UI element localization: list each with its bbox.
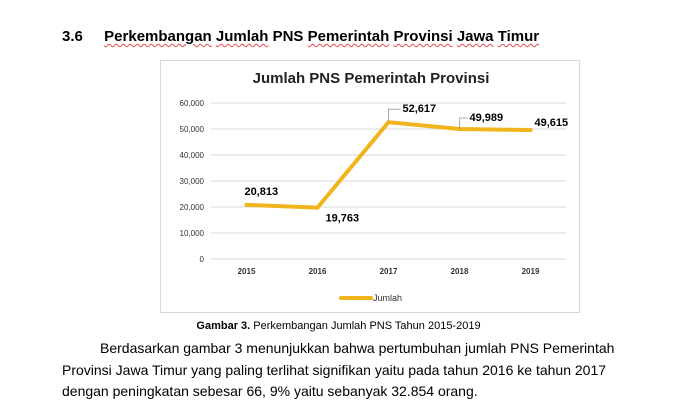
paragraph-text: Berdasarkan gambar 3 menunjukkan bahwa p…: [100, 340, 615, 356]
data-point: [528, 128, 533, 133]
data-label: 20,813: [245, 186, 279, 198]
data-label-leader: [459, 117, 468, 130]
x-tick-label: 2019: [522, 267, 540, 276]
paragraph-line-2: Provinsi Jawa Timur yang paling terlihat…: [62, 361, 607, 378]
figure-caption: Gambar 3. Perkembangan Jumlah PNS Tahun …: [0, 320, 677, 332]
y-tick-label: 0: [200, 255, 205, 264]
heading-word: Timur: [497, 28, 540, 45]
legend-label: Jumlah: [373, 293, 402, 303]
data-label: 19,763: [326, 213, 360, 225]
chart-title: Jumlah PNS Pemerintah Provinsi: [253, 70, 490, 87]
data-label: 49,989: [470, 112, 504, 124]
line-chart: Jumlah PNS Pemerintah Provinsi 0 10,000 20,…: [180, 70, 569, 303]
heading-word: Jawa: [456, 28, 494, 45]
paragraph-line-3: dengan peningkatan sebesar 66, 9% yaitu …: [62, 383, 478, 399]
y-tick-label: 10,000: [180, 229, 205, 238]
x-tick-label: 2018: [451, 267, 469, 276]
y-tick-label: 20,000: [180, 203, 205, 212]
series-line-jumlah: [244, 120, 533, 210]
paragraph-line-1: Berdasarkan gambar 3 menunjukkan bahwa p…: [62, 338, 642, 360]
data-label: 52,617: [403, 103, 437, 115]
x-tick-label: 2015: [238, 267, 256, 276]
x-tick-label: 2017: [380, 267, 398, 276]
caption-label: Gambar 3.: [196, 320, 251, 332]
heading-word: Provinsi: [393, 28, 453, 45]
data-label: 49,615: [535, 117, 569, 129]
heading-word: PNS: [272, 28, 304, 45]
section-heading: 3.6 Perkembangan Jumlah PNS Pemerintah P…: [62, 28, 539, 45]
data-point: [244, 202, 249, 207]
heading-word: Perkembangan: [104, 28, 212, 45]
x-tick-label: 2016: [309, 267, 327, 276]
heading-word: Jumlah: [215, 28, 269, 45]
heading-word: Pemerintah: [307, 28, 390, 45]
data-label-leader: [388, 108, 401, 123]
body-paragraph: Berdasarkan gambar 3 menunjukkan bahwa p…: [62, 338, 642, 403]
y-tick-label: 30,000: [180, 177, 205, 186]
data-point: [315, 205, 320, 210]
chart-frame[interactable]: Jumlah PNS Pemerintah Provinsi 0 10,000 20,…: [160, 60, 580, 313]
y-tick-label: 60,000: [180, 99, 205, 108]
y-tick-label: 50,000: [180, 125, 205, 134]
caption-text: Perkembangan Jumlah PNS Tahun 2015-2019: [253, 320, 481, 332]
y-tick-label: 40,000: [180, 151, 205, 160]
section-number: 3.6: [62, 28, 83, 45]
